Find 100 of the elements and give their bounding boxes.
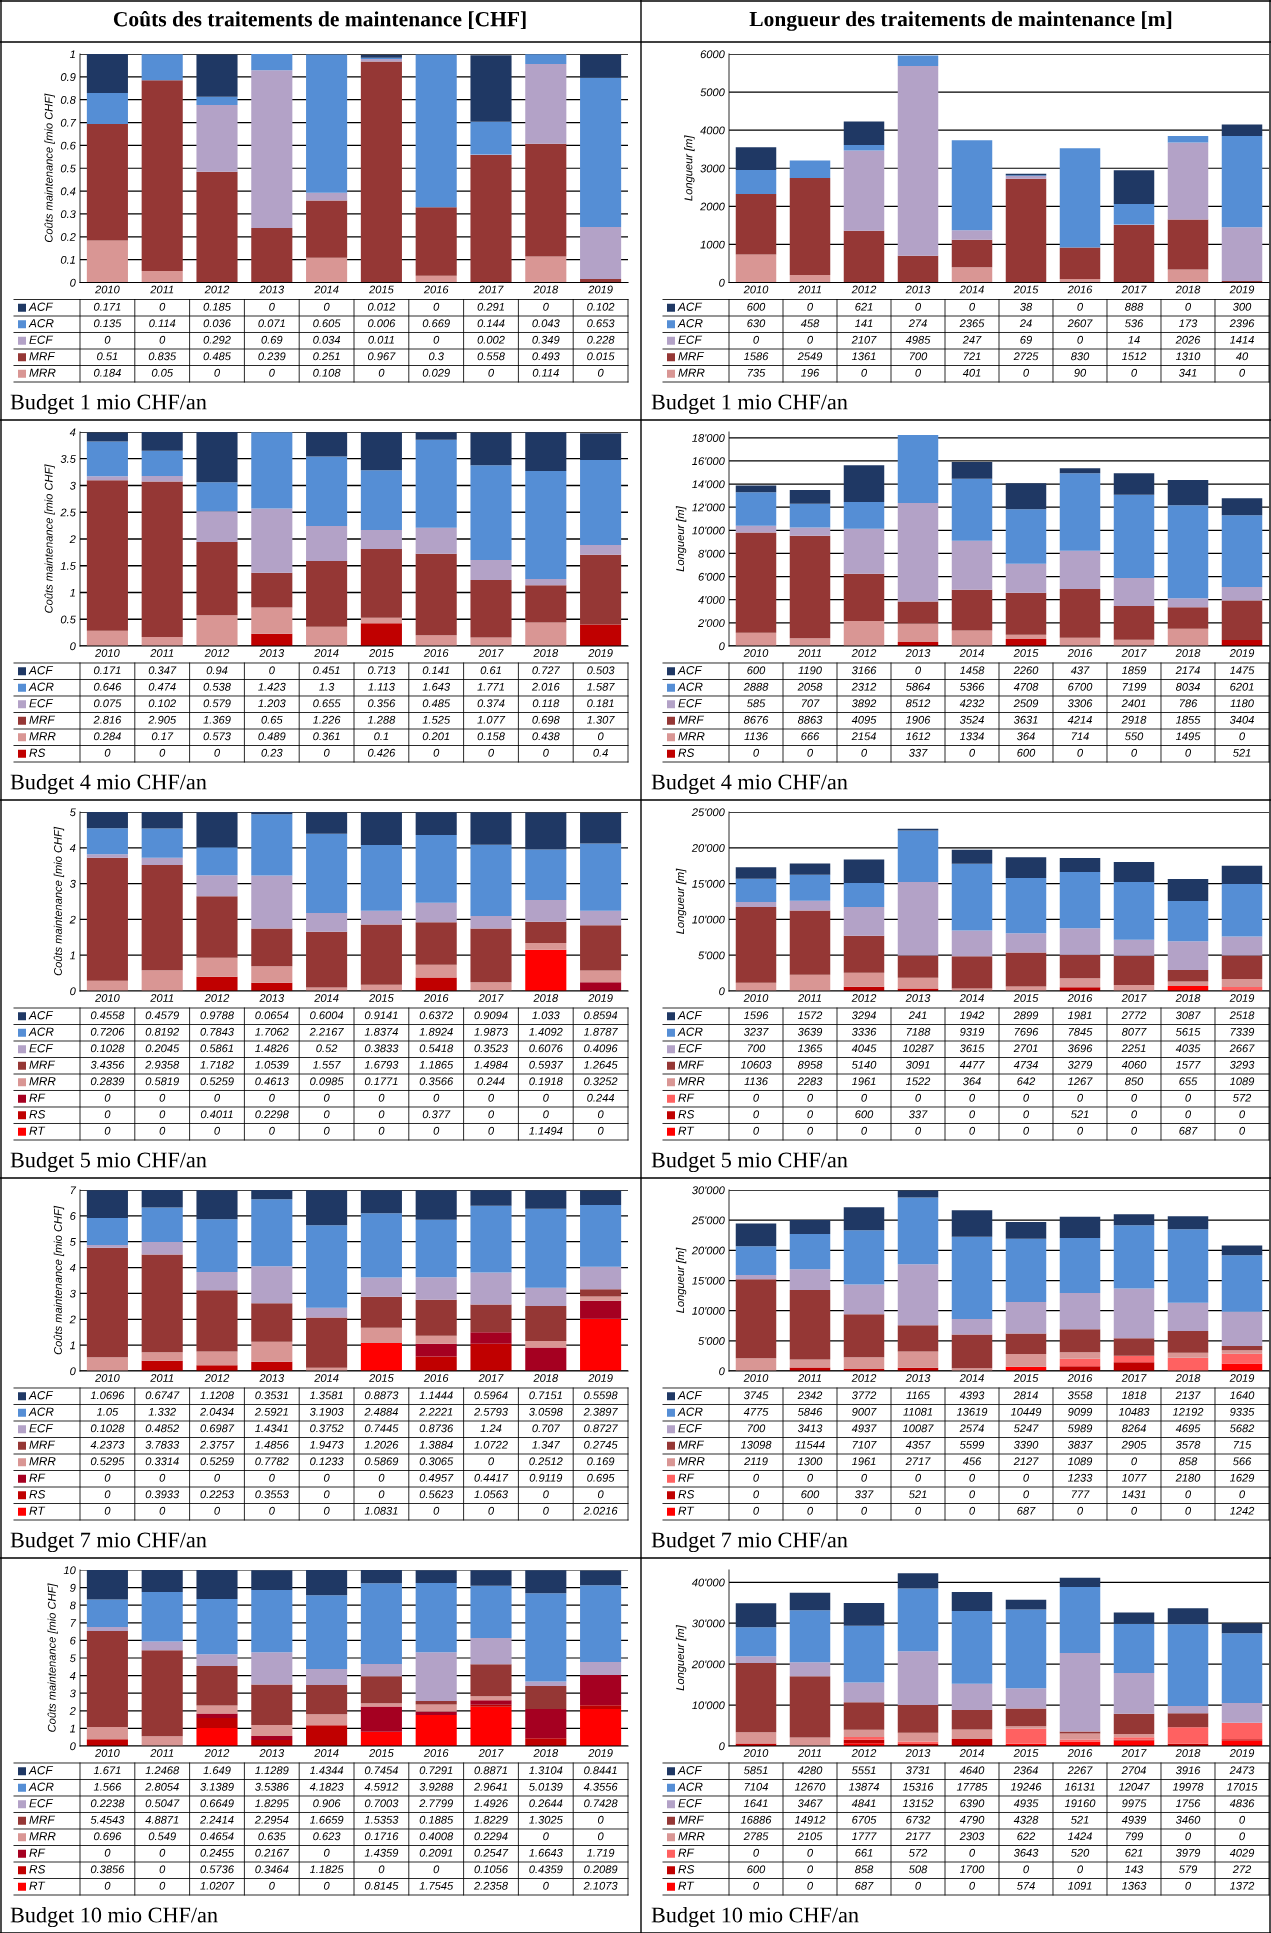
y-axis-title: Longueur [m] [675,1247,687,1313]
x-tick-label: 2015 [1013,285,1039,294]
legend-label: RS [29,1865,46,1874]
legend-label: ACF [28,1011,54,1020]
x-tick-label: 2012 [851,994,877,1002]
data-label: 0.52 [316,1044,338,1053]
data-label: 0.7003 [364,1799,399,1808]
data-label: 2.2221 [419,1407,453,1416]
y-tick-label: 4 [69,1263,76,1272]
data-label: 0.5418 [419,1044,454,1053]
y-axis-title: Longueur [m] [675,868,687,934]
data-label: 0 [543,1881,549,1890]
y-tick-label: 0 [70,642,76,651]
data-label: 735 [747,368,766,377]
data-label: 4393 [959,1391,985,1400]
data-label: 0.002 [477,335,505,344]
data-label: 0 [104,335,111,344]
data-label: 1180 [1230,699,1254,708]
data-label: 0.5861 [200,1044,234,1053]
x-tick-label: 2012 [204,649,230,657]
legend-label: MRR [29,732,56,741]
data-label: 0.906 [313,1799,341,1808]
data-label: 0 [159,1865,166,1874]
data-label: 830 [1071,352,1090,361]
data-label: 2401 [1121,699,1146,708]
data-label: 1.347 [532,1440,561,1449]
data-label: 0.5736 [200,1865,234,1874]
y-tick-label: 2'000 [697,619,725,627]
data-label: 1.771 [477,682,504,691]
y-tick-label: 1 [69,588,75,597]
x-tick-label: 2015 [1013,1374,1039,1382]
data-label: 0.201 [422,732,450,741]
data-label: 0 [104,1473,111,1482]
data-label: 0 [597,1832,604,1841]
x-tick-label: 2014 [959,1749,984,1757]
data-label: 2607 [1067,319,1093,328]
y-tick-label: 0.5 [60,164,76,173]
data-label: 2.2167 [309,1027,344,1036]
legend-label: MRR [678,1077,705,1086]
data-label: 3413 [797,1424,823,1433]
data-label: 456 [962,1457,982,1466]
data-label: 0 [915,302,921,311]
data-label: 0 [1131,368,1137,377]
data-label: 0.171 [93,302,121,311]
data-label: 0 [488,1126,494,1135]
data-label: 1.649 [203,1766,231,1775]
legend-label: ECF [29,1799,54,1808]
data-label: 700 [747,1044,766,1053]
x-tick-label: 2018 [1175,1749,1201,1757]
data-label: 14 [1128,335,1140,344]
data-label: 6732 [906,1815,931,1824]
legend-label: ACR [28,682,54,691]
x-tick-label: 2018 [533,994,559,1002]
data-label: 4477 [959,1060,985,1069]
data-label: 0.9788 [200,1011,234,1020]
x-tick-label: 2015 [368,994,394,1002]
legend-label: MRF [678,715,705,724]
x-tick-label: 2017 [478,649,504,657]
data-label: 3524 [959,715,984,724]
legend-label: ACF [677,1766,703,1775]
legend-label: ACF [28,666,54,675]
y-axis-title: Coûts maintenance [mio CHF] [44,93,55,243]
y-tick-label: 4 [69,428,76,437]
y-tick-label: 2000 [700,202,725,211]
data-label: 0.695 [587,1473,615,1482]
legend-label: RS [29,1490,46,1499]
x-tick-label: 2017 [1121,285,1147,294]
data-label: 0.8441 [584,1766,617,1775]
text: Budget 10 mio CHF/an [10,1906,218,1928]
y-tick-label: 20'000 [691,1246,725,1255]
data-label: 520 [1070,1848,1090,1857]
data-label: 2342 [797,1391,823,1400]
data-label: 8077 [1121,1027,1147,1036]
legend-label: ACR [677,1407,703,1416]
y-tick-label: 18'000 [692,434,725,442]
data-label: 1.4856 [255,1440,289,1449]
data-label: 3294 [851,1011,876,1020]
data-label: 0.9119 [529,1473,563,1482]
data-label: 0.1771 [364,1077,398,1086]
data-label: 1512 [1121,352,1147,361]
data-label: 8264 [1121,1424,1146,1433]
y-tick-label: 0 [70,278,76,287]
x-tick-label: 2010 [743,994,769,1002]
data-label: 4095 [851,715,877,724]
data-label: 1.2645 [583,1060,618,1069]
legend-label: MRR [29,1457,56,1466]
data-label: 0.3833 [364,1044,399,1053]
data-label: 0.6076 [529,1044,563,1053]
data-label: 0 [1131,1093,1137,1102]
y-tick-label: 2 [69,1707,76,1715]
data-label: 0.17 [151,732,174,741]
data-label: 0.94 [206,666,228,675]
data-label: 0.835 [148,352,177,361]
data-label: 600 [801,1490,820,1499]
data-label: 0.244 [587,1093,615,1102]
data-label: 0 [323,1093,330,1102]
data-label: 0 [104,1506,111,1515]
data-label: 0.605 [313,319,341,328]
data-label: 1233 [1067,1473,1093,1482]
data-label: 1.3581 [309,1391,343,1400]
